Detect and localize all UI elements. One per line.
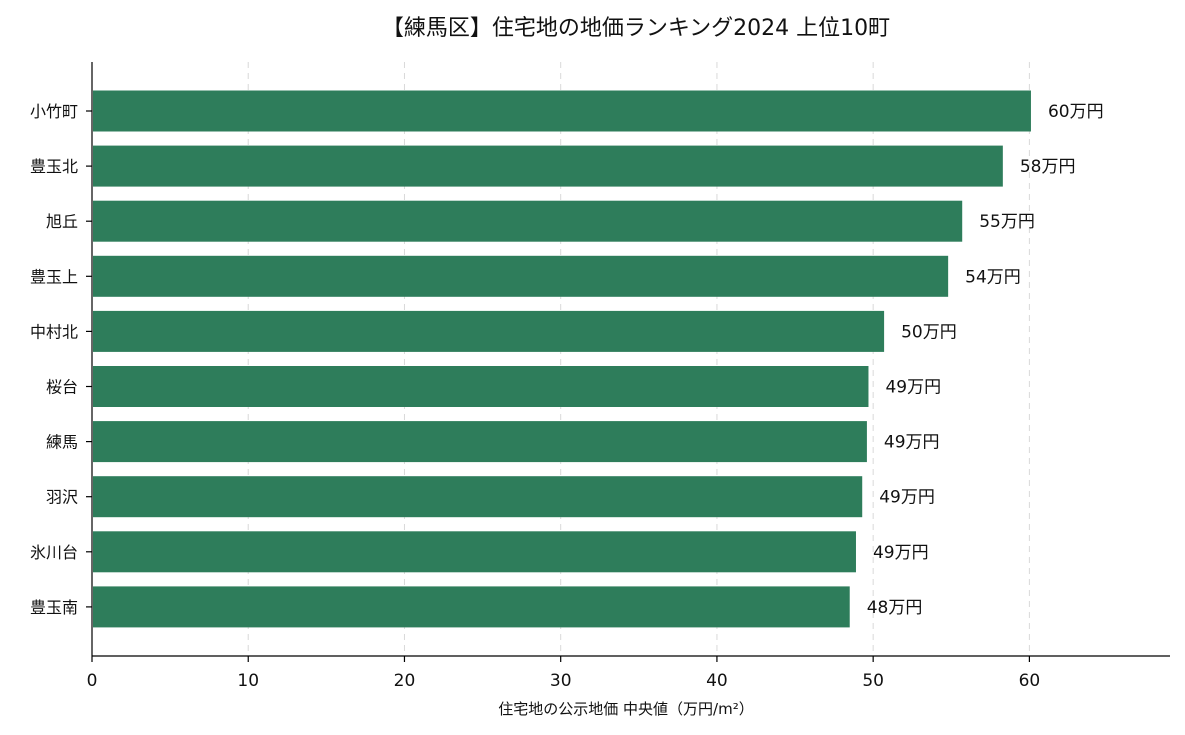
value-label: 49万円 [879,488,935,508]
bar [93,421,867,463]
category-label: 氷川台 [30,543,78,562]
category-label: 中村北 [30,322,78,341]
value-label: 48万円 [867,598,923,618]
x-axis-title: 住宅地の公示地価 中央値（万円/m²） [498,700,753,718]
value-label: 49万円 [885,378,941,398]
bar [93,90,1031,132]
x-ticks: 0 10 20 30 40 50 60 [87,656,1041,691]
category-label: 豊玉北 [30,157,78,176]
value-label: 49万円 [884,433,940,453]
x-tick-label: 60 [1019,671,1041,691]
value-label: 50万円 [901,322,957,342]
bar [93,255,949,297]
category-label: 豊玉上 [30,267,78,286]
x-tick-label: 20 [394,671,416,691]
x-tick-label: 30 [550,671,572,691]
x-tick-label: 50 [862,671,884,691]
x-tick-label: 10 [237,671,259,691]
bar [93,586,850,628]
bars [93,90,1031,628]
value-label: 55万円 [979,212,1035,232]
bar [93,310,885,352]
value-label: 58万円 [1020,157,1076,177]
value-label: 54万円 [965,267,1021,287]
x-tick-label: 0 [87,671,98,691]
bar [93,476,863,518]
bar [93,366,869,407]
category-label: 小竹町 [30,102,78,121]
category-label: 豊玉南 [30,598,78,617]
bar [93,200,963,242]
bar [93,145,1003,187]
category-label: 旭丘 [46,212,78,231]
value-label: 49万円 [873,543,929,563]
axes [91,62,1170,657]
category-label: 練馬 [46,433,78,452]
value-label: 60万円 [1048,102,1104,122]
value-labels: 60万円 58万円 55万円 54万円 50万円 49万円 49万円 49万円 49万円 48万円 [867,102,1104,618]
category-label: 羽沢 [46,488,78,507]
bar [93,531,856,573]
category-label: 桜台 [46,378,78,397]
chart-title: 【練馬区】住宅地の地価ランキング2024 上位10町 [382,16,890,41]
x-tick-label: 40 [706,671,728,691]
